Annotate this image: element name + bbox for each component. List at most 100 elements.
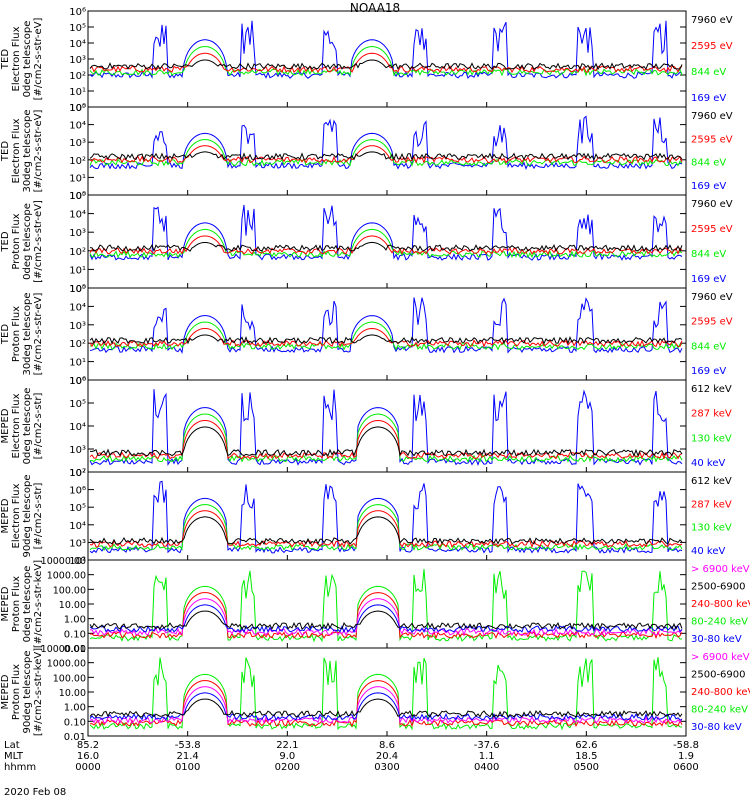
y-axis-label-line: MEPED (0, 408, 11, 443)
legend-entry: 7960 eV (691, 292, 733, 303)
y-tick-label: 10⁴ (69, 302, 86, 313)
legend-entry: 80-240 keV (691, 617, 748, 628)
axis-row-value: 1.9 (678, 751, 694, 762)
legend-entry: 844 eV (691, 67, 726, 78)
axis-row-label: Lat (4, 740, 20, 751)
legend-entry: 40 keV (691, 458, 725, 469)
y-tick-label: 0.10 (64, 629, 86, 640)
y-tick-label: 10⁶ (69, 376, 86, 387)
legend-entry: 30-80 keV (691, 722, 742, 733)
legend-entry: 240-800 keV (691, 599, 750, 610)
series-black-trace (89, 151, 683, 161)
y-tick-label: 1000.00 (47, 571, 86, 582)
series-green-trace (89, 569, 683, 643)
legend-entry: 169 eV (691, 274, 726, 285)
y-tick-label: 10² (69, 556, 86, 567)
y-tick-label: 10⁴ (69, 39, 86, 50)
legend-entry: 2595 eV (691, 317, 733, 328)
series-red-trace (89, 419, 683, 460)
series-blue-trace (89, 604, 683, 634)
axis-row-value: 20.4 (376, 751, 398, 762)
panel-frame (87, 287, 687, 381)
legend-entry: 287 keV (691, 409, 732, 420)
legend-entry: 7960 eV (691, 199, 733, 210)
axis-row-value: 0100 (175, 762, 200, 773)
series-blue-trace (89, 115, 683, 170)
series-green-trace (89, 45, 683, 77)
legend-entry: 844 eV (691, 341, 726, 352)
y-tick-label: 100.00 (53, 673, 86, 684)
legend-entry: 30-80 keV (691, 634, 742, 645)
y-axis-label-line: MEPED (0, 674, 11, 709)
y-axis-label-line: [#/cm2-s-str-keV] (33, 648, 44, 736)
series-magenta-trace (89, 598, 683, 637)
y-axis-label-line: [#/cm2-s-str-eV] (33, 200, 44, 283)
y-tick-label: 10² (69, 156, 86, 167)
axis-row-value: 0200 (275, 762, 300, 773)
series-black-trace (89, 241, 683, 253)
series-red-trace (90, 592, 683, 640)
legend-entry: 844 eV (691, 249, 726, 260)
y-tick-label: 10¹ (69, 358, 86, 369)
axis-row-value: 1.1 (479, 751, 495, 762)
y-axis-label-line: [#/cm2-s-str-eV] (33, 293, 44, 376)
axis-row-value: 9.0 (279, 751, 295, 762)
y-axis-label-line: 90deg telescope (22, 650, 33, 733)
legend-entry: 7960 eV (691, 111, 733, 122)
series-black-trace (89, 610, 683, 631)
y-tick-label: 10⁵ (69, 191, 86, 202)
axis-row-value: 0300 (374, 762, 399, 773)
axis-row-value: -37.6 (474, 740, 500, 751)
legend-entry: 2500-6900 (691, 582, 746, 593)
y-tick-label: 0.01 (64, 644, 86, 655)
y-axis-label: TED Electron Flux 0deg telescope [#/cm2-s-s… (0, 18, 44, 101)
y-tick-label: 0.10 (64, 717, 86, 728)
series-black-trace (89, 334, 683, 345)
y-axis-label: TED Proton Flux 0deg telescope [#/cm2-s-str… (0, 200, 44, 283)
axis-row-value: 21.4 (177, 751, 199, 762)
series-blue-trace (89, 20, 683, 80)
series-black-trace (89, 426, 683, 457)
y-tick-label: 10000.00 (41, 556, 86, 567)
series-magenta-trace (89, 686, 683, 725)
y-axis-label-line: 0deg telescope (22, 21, 33, 98)
y-tick-label: 10² (69, 71, 86, 82)
y-axis-label-line: Proton Flux (11, 576, 22, 632)
y-tick-label: 10¹ (69, 173, 86, 184)
axis-row-value: -53.8 (175, 740, 201, 751)
y-axis-label-line: Electron Flux (11, 26, 22, 91)
y-axis-label-line: Proton Flux (11, 213, 22, 269)
y-tick-label: 10³ (69, 445, 86, 456)
axis-row-value: 22.1 (276, 740, 298, 751)
y-tick-label: 10¹ (69, 265, 86, 276)
y-tick-label: 10⁵ (69, 284, 86, 295)
legend-entry: 2595 eV (691, 134, 733, 145)
y-axis-label: MEPED Proton Flux 0deg telescope [#/cm2-s-s… (0, 560, 44, 648)
legend-entry: 7960 eV (691, 15, 733, 26)
y-tick-label: 100.00 (53, 585, 86, 596)
y-axis-label: TED Electron Flux 30deg telescope [#/cm2-s-… (0, 109, 44, 192)
series-blue-trace (89, 480, 683, 554)
legend-entry: 287 keV (691, 499, 732, 510)
y-tick-label: 10⁵ (69, 503, 86, 514)
legend-entry: 80-240 keV (691, 705, 748, 716)
y-axis-label-line: Electron Flux (11, 483, 22, 548)
y-tick-label: 10.00 (59, 688, 86, 699)
axis-row-value: 85.2 (77, 740, 99, 751)
y-tick-label: 10⁴ (69, 422, 86, 433)
legend-entry: 2595 eV (691, 224, 733, 235)
axis-row-label: hhmm (4, 762, 36, 773)
legend-entry: 130 keV (691, 523, 732, 534)
y-tick-label: 10.00 (59, 600, 86, 611)
y-tick-label: 10⁴ (69, 121, 86, 132)
series-blue-trace (89, 204, 683, 261)
y-tick-label: 10⁷ (69, 468, 86, 479)
y-axis-label-line: 30deg telescope (22, 292, 33, 375)
series-green-trace (89, 413, 683, 463)
y-axis-label-line: TED (0, 324, 11, 345)
series-black-trace (89, 516, 683, 545)
y-axis-label-line: TED (0, 231, 11, 252)
y-axis-label: MEPED Electron Flux 90deg telescope [#/cm2-… (0, 474, 44, 557)
y-tick-label: 1.00 (64, 615, 86, 626)
legend-entry: 612 keV (691, 476, 732, 487)
